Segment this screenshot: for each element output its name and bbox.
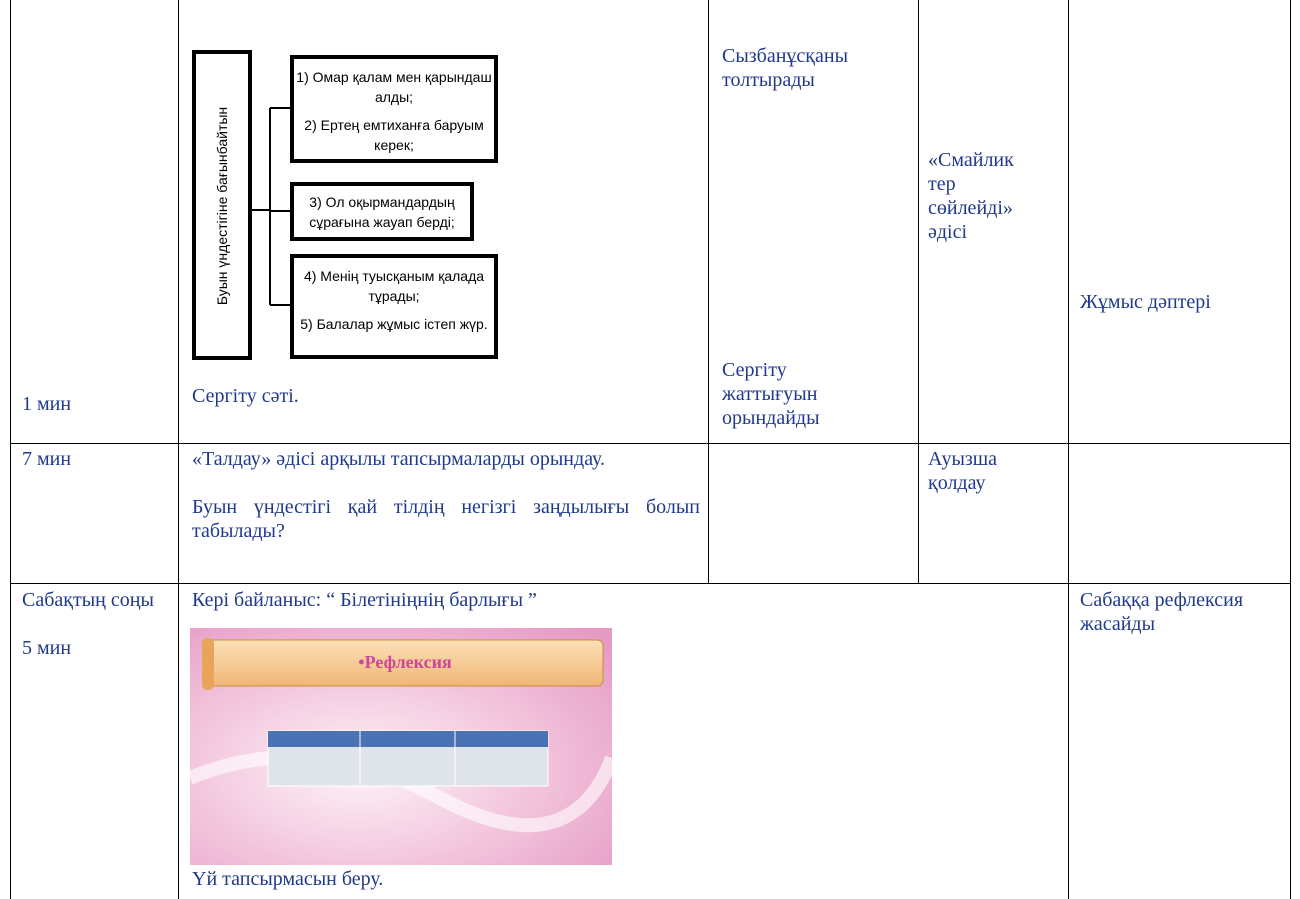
time: 5 мин <box>22 637 72 659</box>
resources: Сабаққа рефлексия жасайды <box>1080 589 1244 635</box>
student-activity: Сергіту жаттығуын орындайды <box>722 359 820 429</box>
diagram-label: Буын үндестігіне бағынбайтын <box>214 107 230 305</box>
image-title: •Рефлексия <box>358 652 452 672</box>
time: Сабақтың соңы <box>22 589 154 611</box>
diagram-box: 4) Менің туысқаным қалада тұрады; 5) Бал… <box>290 254 498 359</box>
border <box>708 0 709 583</box>
border <box>178 0 179 899</box>
shape <box>190 750 612 833</box>
diagram-box: 3) Ол оқырмандардың сұрағына жауап берді… <box>290 182 474 241</box>
diagram-box: 1) Омар қалам мен қарындаш алды; 2) Ерте… <box>290 55 498 163</box>
border <box>1068 0 1069 899</box>
border <box>10 0 11 899</box>
box-text: 2) Ертең емтиханға баруым керек; <box>304 117 484 153</box>
activity: «Талдау» әдісі арқылы тапсырмаларды орын… <box>192 448 606 470</box>
activity: Буын үндестігі қай тілдің негізгі заңдыл… <box>192 496 700 542</box>
reflection-image: •Рефлексия <box>190 628 612 865</box>
shape <box>202 638 214 690</box>
box-text: 5) Балалар жұмыс істеп жүр. <box>300 316 488 332</box>
assessment: Ауызша қолдау <box>928 448 998 494</box>
resources: Жұмыс дәптері <box>1080 291 1211 313</box>
box-text: 1) Омар қалам мен қарындаш алды; <box>296 69 492 105</box>
box-text: 3) Ол оқырмандардың сұрағына жауап берді… <box>309 194 455 230</box>
time: 7 мин <box>22 448 72 470</box>
box-text: 4) Менің туысқаным қалада тұрады; <box>303 268 485 304</box>
assessment: «Смайликтер сөйлейді» әдісі <box>928 149 1014 243</box>
diagram-label-box <box>192 50 252 360</box>
border <box>10 583 1291 584</box>
border <box>1290 0 1291 899</box>
border <box>918 0 919 583</box>
activity: Сергіту сәті. <box>192 385 299 407</box>
homework: Үй тапсырмасын беру. <box>192 868 384 890</box>
connectors <box>252 107 290 306</box>
shape <box>268 731 548 747</box>
diagram: Буын үндестігіне бағынбайтын <box>192 50 290 360</box>
border <box>10 443 1291 444</box>
student-activity: Сызбанұсқаны толтырады <box>722 45 849 91</box>
time: 1 мин <box>22 393 72 415</box>
activity: Кері байланыс: “ Білетініңнің барлығы ” <box>192 589 537 611</box>
